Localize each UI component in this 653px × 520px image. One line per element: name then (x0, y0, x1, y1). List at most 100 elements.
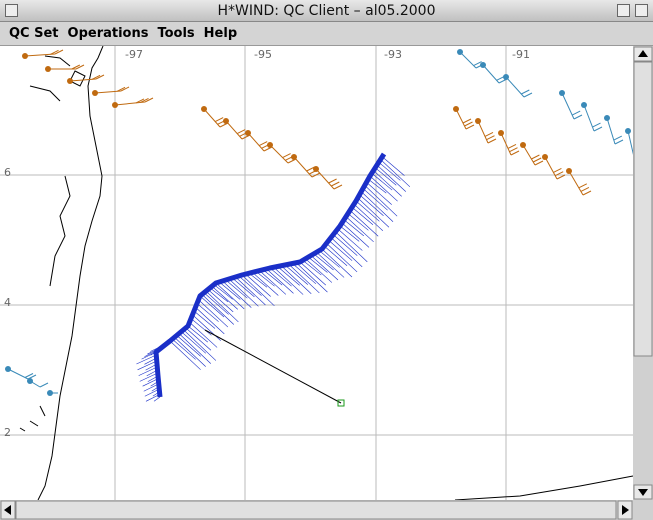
lat-label: 2 (4, 426, 11, 439)
obs-line (139, 372, 158, 382)
map-view: -97 -95 -93 -91 6 4 2 (0, 46, 653, 520)
window-menu-button[interactable] (5, 4, 18, 17)
barb-station (520, 142, 526, 148)
obs-line (362, 188, 388, 211)
obs-line (143, 383, 159, 392)
maximize-button[interactable] (635, 4, 648, 17)
menu-item[interactable]: Help (203, 26, 238, 41)
obs-line (277, 266, 300, 286)
obs-line (359, 194, 384, 216)
obs-line (176, 335, 201, 357)
wind-barb (457, 49, 485, 69)
barb-flag (75, 64, 85, 70)
barb-flag (573, 114, 583, 120)
obs-line (378, 162, 401, 181)
menu-item[interactable]: Operations (67, 26, 149, 41)
barb-flag (24, 373, 34, 378)
barb-flag (116, 86, 126, 92)
barb-staff (505, 76, 525, 98)
wind-barb (566, 168, 592, 196)
barb-station (480, 62, 486, 68)
barb-staff (293, 156, 313, 178)
obs-line (299, 261, 327, 286)
barb-station (27, 378, 33, 384)
barb-station (503, 74, 509, 80)
obs-line (190, 318, 212, 336)
lon-label: -91 (512, 48, 530, 61)
obs-line (284, 264, 308, 285)
obs-line (357, 197, 390, 228)
window-title: H*WIND: QC Client – al05.2000 (217, 3, 436, 19)
obs-line (241, 274, 275, 307)
menu-item[interactable]: Tools (157, 26, 195, 41)
obs-line (376, 164, 407, 192)
obs-line (198, 299, 229, 328)
barb-staff (203, 108, 221, 128)
barb-flag (554, 171, 564, 177)
wind-barb (604, 115, 624, 145)
barb-staff (247, 132, 265, 152)
barb-station (559, 90, 565, 96)
barb-flag (484, 131, 494, 137)
barb-flag (487, 138, 497, 144)
wind-barb (313, 166, 343, 190)
obs-line (281, 265, 312, 294)
obs-line (313, 253, 334, 271)
wind-barb (22, 49, 64, 59)
obs-line (330, 237, 363, 268)
obs-line (361, 191, 394, 222)
lon-label: -95 (254, 48, 272, 61)
barb-station (67, 78, 73, 84)
barb-flag (91, 74, 101, 80)
obs-line (337, 228, 363, 251)
barb-flag (486, 135, 495, 141)
barb-station (313, 166, 319, 172)
obs-line (211, 286, 239, 310)
barb-station (475, 118, 481, 124)
barb-flag (140, 98, 149, 103)
barb-flag (510, 150, 520, 156)
obs-line (335, 231, 368, 263)
minimize-button[interactable] (617, 4, 630, 17)
barb-station (581, 102, 587, 108)
map-background (0, 46, 633, 500)
wind-barb (27, 378, 49, 388)
lat-label: 6 (4, 166, 11, 179)
obs-line (316, 252, 345, 278)
barb-station (625, 128, 631, 134)
barb-staff (225, 120, 243, 140)
obs-line (213, 284, 233, 300)
vertical-scrollbar[interactable] (633, 46, 653, 500)
obs-line (364, 185, 398, 217)
barb-flag (593, 126, 603, 132)
obs-line (222, 280, 252, 308)
barb-flag (507, 143, 517, 149)
barb-flag (556, 174, 566, 180)
barb-staff (94, 90, 122, 94)
obs-line (205, 290, 239, 323)
obs-line (353, 203, 384, 231)
wind-barb (92, 86, 130, 96)
barb-staff (24, 53, 56, 57)
barb-flag (462, 118, 472, 124)
obs-line (326, 243, 358, 273)
obs-line (328, 240, 353, 261)
barb-station (245, 130, 251, 136)
obs-line (341, 222, 370, 248)
barb-staff (544, 156, 558, 180)
obs-line (201, 294, 235, 325)
barb-flag (592, 122, 601, 128)
horizontal-scrollbar[interactable] (0, 500, 653, 520)
barb-flag (580, 186, 590, 192)
obs-line (138, 366, 158, 376)
obs-line (235, 276, 266, 306)
barb-station (291, 154, 297, 160)
barb-station (566, 168, 572, 174)
barb-flag (582, 190, 592, 196)
obs-line (187, 325, 208, 343)
obs-line (153, 396, 161, 402)
barb-flag (553, 167, 562, 173)
menu-item[interactable]: QC Set (9, 26, 59, 41)
obs-line (296, 262, 328, 293)
barb-staff (459, 51, 477, 69)
